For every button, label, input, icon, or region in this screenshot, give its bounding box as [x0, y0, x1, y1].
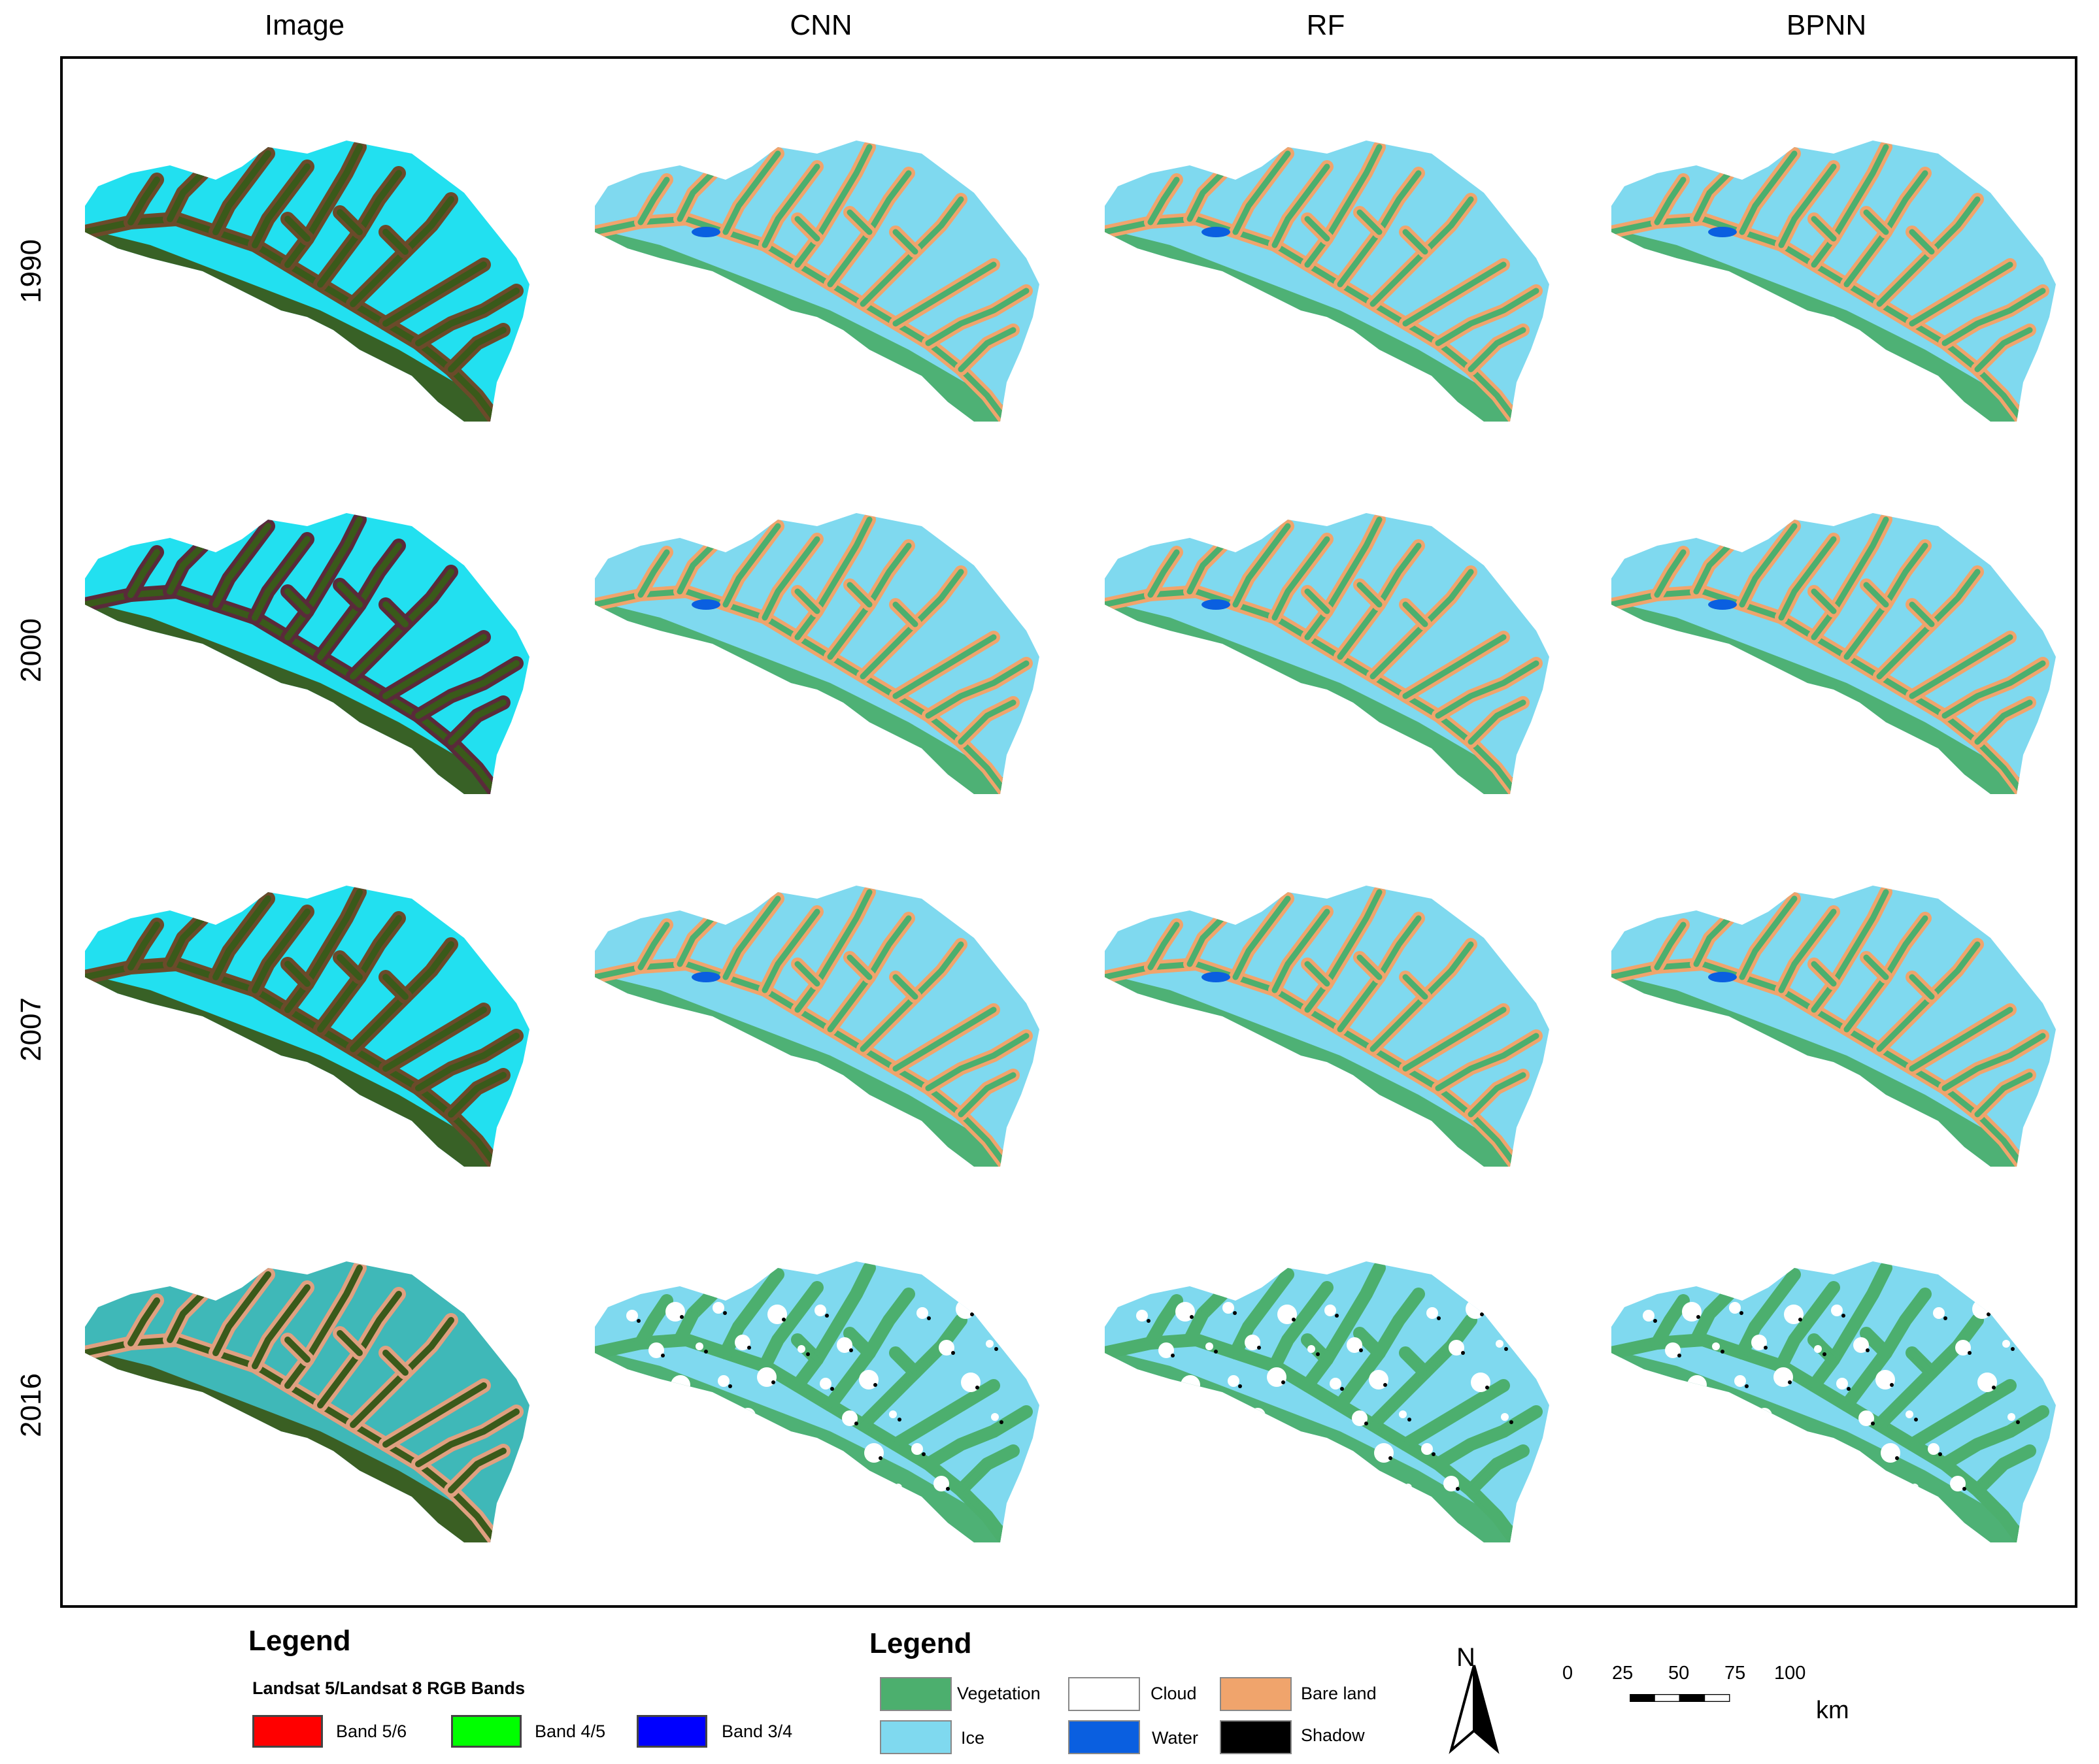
- map-panel-cnn-2016: [582, 1255, 1052, 1556]
- map-panel-bpnn-2007: [1598, 879, 2069, 1180]
- map-panel-cnn-2000: [582, 507, 1052, 807]
- scale-tick-50: 50: [1668, 1663, 1690, 1684]
- band-swatch-green: [451, 1715, 522, 1748]
- class-label-water: Water: [1152, 1728, 1199, 1748]
- class-swatch-cloud: [1068, 1677, 1140, 1711]
- scale-tick-100: 100: [1774, 1663, 1806, 1684]
- class-label-shadow: Shadow: [1301, 1725, 1365, 1745]
- row-header-1990: 1990: [15, 239, 48, 303]
- class-label-cloud: Cloud: [1150, 1684, 1197, 1703]
- map-panel-image-2007: [72, 879, 543, 1180]
- scale-tick-0: 0: [1562, 1663, 1573, 1684]
- map-panel-rf-2016: [1092, 1255, 1562, 1556]
- band-label-red: Band 5/6: [336, 1722, 407, 1741]
- row-header-2007: 2007: [15, 997, 48, 1061]
- map-grid-frame: [60, 56, 2077, 1608]
- map-panel-bpnn-2016: [1598, 1255, 2069, 1556]
- scale-unit: km: [1816, 1697, 1849, 1724]
- legend-left-title: Legend: [248, 1625, 351, 1657]
- map-panel-cnn-1990: [582, 134, 1052, 435]
- scale-tick-75: 75: [1724, 1663, 1746, 1684]
- column-header-rf: RF: [1306, 9, 1345, 41]
- map-panel-cnn-2007: [582, 879, 1052, 1180]
- legend-right-title: Legend: [869, 1627, 972, 1659]
- column-header-bpnn: BPNN: [1786, 9, 1867, 41]
- scale-bar: [1630, 1694, 1730, 1702]
- north-label: N: [1456, 1643, 1475, 1672]
- row-header-2000: 2000: [15, 618, 48, 682]
- class-label-bare-land: Bare land: [1301, 1684, 1377, 1703]
- class-swatch-shadow: [1220, 1720, 1292, 1754]
- class-label-vegetation: Vegetation: [957, 1684, 1041, 1703]
- band-label-green: Band 4/5: [535, 1722, 606, 1741]
- map-panel-image-1990: [72, 134, 543, 435]
- scale-tick-25: 25: [1612, 1663, 1634, 1684]
- class-label-ice: Ice: [961, 1728, 985, 1748]
- class-swatch-bare-land: [1220, 1677, 1292, 1711]
- column-header-image: Image: [264, 9, 345, 41]
- band-label-blue: Band 3/4: [722, 1722, 793, 1741]
- map-panel-image-2000: [72, 507, 543, 807]
- row-header-2016: 2016: [15, 1373, 48, 1437]
- map-panel-rf-1990: [1092, 134, 1562, 435]
- map-panel-bpnn-2000: [1598, 507, 2069, 807]
- map-panel-bpnn-1990: [1598, 134, 2069, 435]
- class-swatch-vegetation: [880, 1677, 952, 1711]
- column-header-cnn: CNN: [790, 9, 852, 41]
- map-panel-rf-2000: [1092, 507, 1562, 807]
- map-panel-image-2016: [72, 1255, 543, 1556]
- class-swatch-water: [1068, 1720, 1140, 1754]
- map-panel-rf-2007: [1092, 879, 1562, 1180]
- legend-left-subtitle: Landsat 5/Landsat 8 RGB Bands: [252, 1678, 526, 1698]
- class-swatch-ice: [880, 1720, 952, 1754]
- band-swatch-blue: [637, 1715, 707, 1748]
- band-swatch-red: [252, 1715, 323, 1748]
- north-arrow-icon: [1449, 1665, 1500, 1754]
